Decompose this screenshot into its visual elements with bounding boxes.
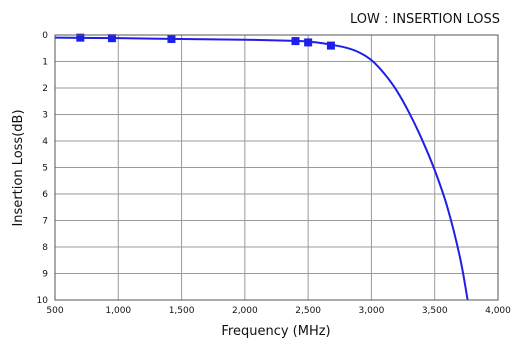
grid [55,35,498,300]
x-tick-label: 2,500 [295,306,321,316]
series-line [54,36,469,301]
y-tick-label: 0 [42,31,48,41]
y-tick-label: 7 [42,217,48,227]
data-point-marker [291,37,300,46]
data-point-marker [326,41,335,50]
y-tick-label: 2 [42,84,48,94]
tick-labels: 500 1,000 1,500 2,000 2,500 3,000 3,500 4,000 0 1… [37,31,512,316]
chart-title: LOW : INSERTION LOSS [350,12,500,27]
data-point-marker [107,34,116,43]
y-tick-label: 5 [42,164,48,174]
x-tick-label: 2,000 [232,306,258,316]
y-tick-label: 4 [42,137,48,147]
data-point-marker [76,33,85,42]
x-tick-label: 1,500 [169,306,195,316]
x-tick-label: 3,000 [359,306,385,316]
y-tick-label: 3 [42,111,48,121]
x-tick-label: 500 [46,306,63,316]
x-tick-label: 1,000 [105,306,131,316]
x-tick-label: 4,000 [485,306,511,316]
y-tick-label: 6 [42,190,48,200]
y-tick-label: 10 [37,296,49,306]
y-tick-label: 8 [42,243,48,253]
data-point-marker [167,34,176,43]
y-axis-label: Insertion Loss(dB) [11,109,26,226]
data-point-marker [304,38,313,47]
plot-frame [54,34,499,301]
y-tick-label: 9 [42,270,48,280]
x-tick-label: 3,500 [422,306,448,316]
series-layer [54,33,469,301]
y-tick-label: 1 [42,58,48,68]
x-axis-label: Frequency (MHz) [221,324,330,339]
